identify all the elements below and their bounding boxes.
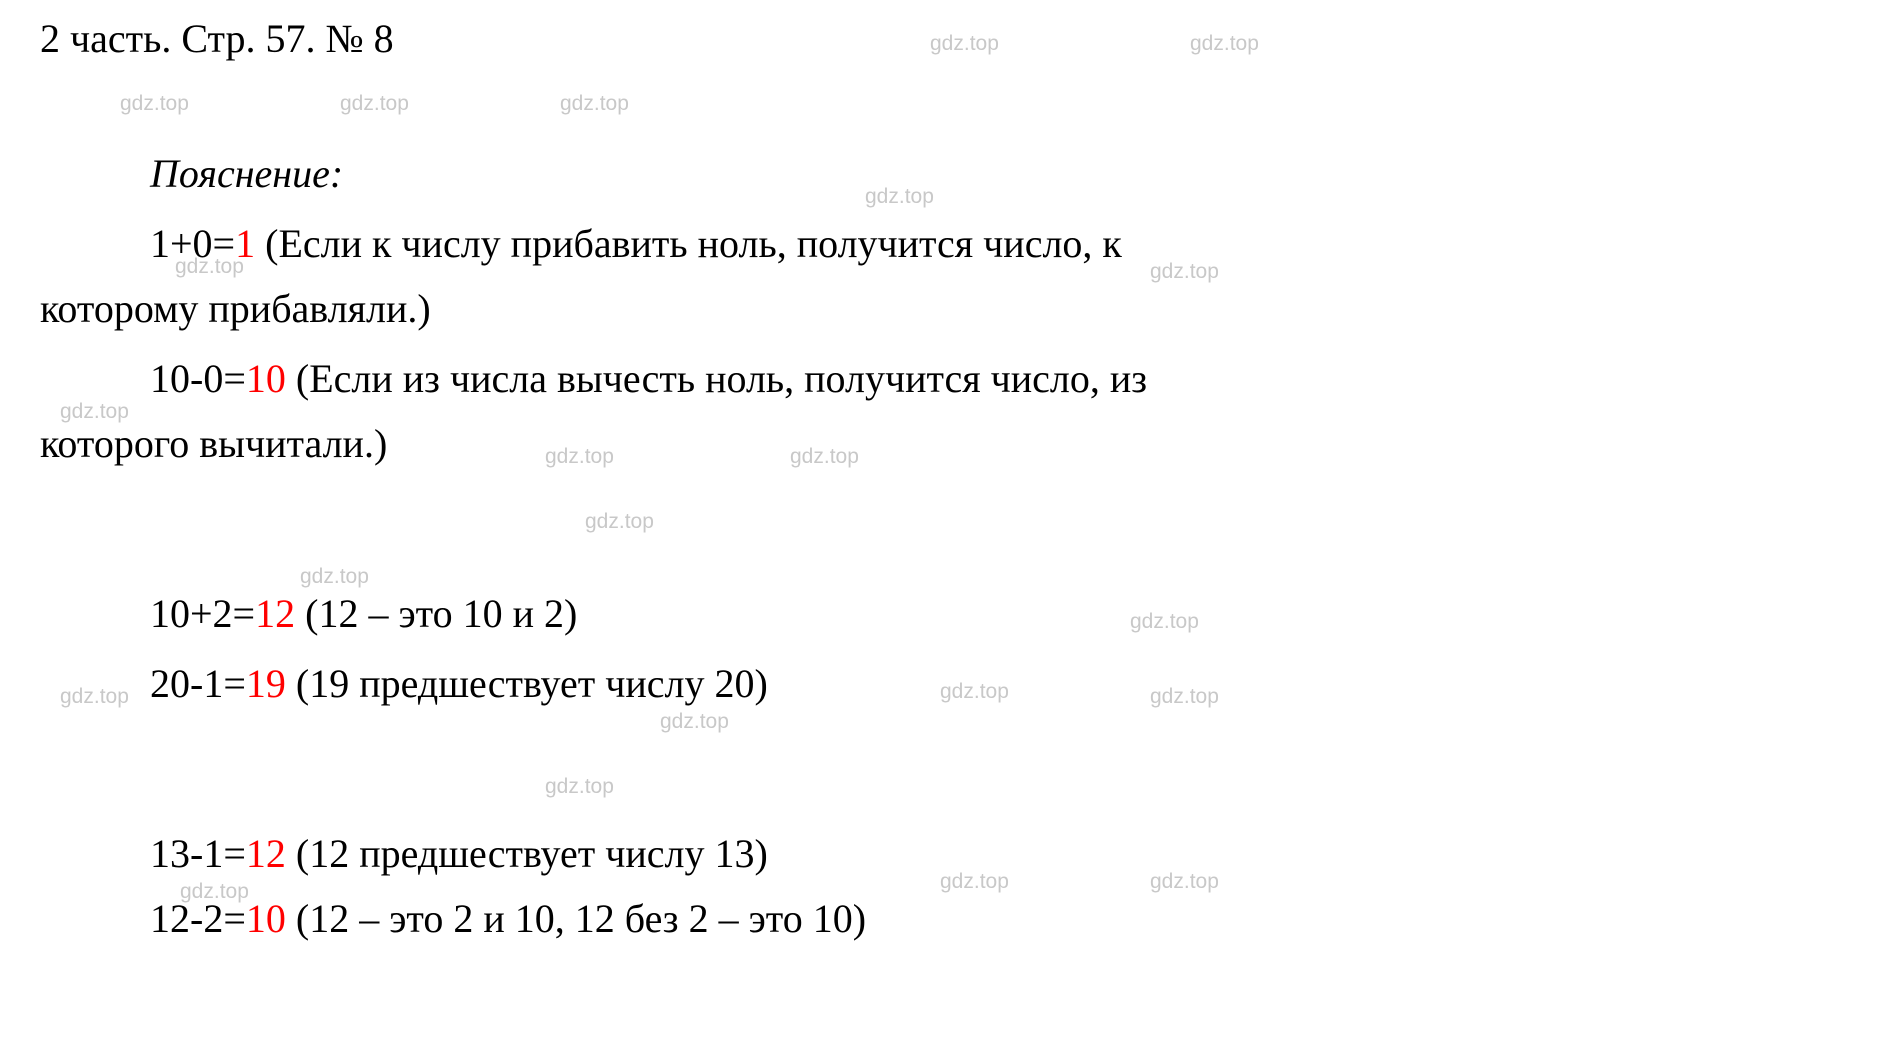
entry-3-answer: 19 — [246, 661, 286, 706]
entry-0-desc1: (Если к числу прибавить ноль, получится … — [255, 221, 1122, 266]
watermark: gdz.top — [1130, 610, 1199, 634]
entry-4-answer: 12 — [246, 831, 286, 876]
watermark: gdz.top — [545, 775, 614, 799]
entry-5-desc1: (12 – это 2 и 10, 12 без 2 – это 10) — [286, 896, 866, 941]
watermark: gdz.top — [940, 870, 1009, 894]
entry-2-prefix: 10+2= — [150, 591, 255, 636]
header-title: 2 часть. Стр. 57. № 8 — [40, 15, 394, 62]
entry-4-desc1: (12 предшествует числу 13) — [286, 831, 768, 876]
entry-0-answer: 1 — [235, 221, 255, 266]
entry-1-desc2: которого вычитали.) — [40, 420, 387, 467]
entry-0-prefix: 1+0= — [150, 221, 235, 266]
watermark: gdz.top — [300, 565, 369, 589]
entry-2-answer: 12 — [255, 591, 295, 636]
entry-5-answer: 10 — [246, 896, 286, 941]
entry-2-desc1: (12 – это 10 и 2) — [295, 591, 577, 636]
entry-3: 20-1=19 (19 предшествует числу 20) — [150, 660, 768, 707]
entry-0-desc2: которому прибавляли.) — [40, 285, 431, 332]
watermark: gdz.top — [60, 685, 129, 709]
watermark: gdz.top — [545, 445, 614, 469]
entry-1-desc1: (Если из числа вычесть ноль, получится ч… — [286, 356, 1147, 401]
watermark: gdz.top — [1150, 685, 1219, 709]
watermark: gdz.top — [1150, 870, 1219, 894]
watermark: gdz.top — [660, 710, 729, 734]
entry-4-prefix: 13-1= — [150, 831, 246, 876]
entry-5-prefix: 12-2= — [150, 896, 246, 941]
watermark: gdz.top — [790, 445, 859, 469]
watermark: gdz.top — [560, 92, 629, 116]
watermark: gdz.top — [1190, 32, 1259, 56]
page-root: 2 часть. Стр. 57. № 8 Пояснение: 1+0=1 (… — [0, 0, 1900, 1041]
entry-4: 13-1=12 (12 предшествует числу 13) — [150, 830, 768, 877]
entry-5: 12-2=10 (12 – это 2 и 10, 12 без 2 – это… — [150, 895, 866, 942]
entry-1-prefix: 10-0= — [150, 356, 246, 401]
explanation-label: Пояснение: — [150, 150, 343, 197]
watermark: gdz.top — [1150, 260, 1219, 284]
watermark: gdz.top — [585, 510, 654, 534]
entry-1: 10-0=10 (Если из числа вычесть ноль, пол… — [150, 355, 1147, 402]
entry-2: 10+2=12 (12 – это 10 и 2) — [150, 590, 577, 637]
entry-1-answer: 10 — [246, 356, 286, 401]
watermark: gdz.top — [120, 92, 189, 116]
entry-3-desc1: (19 предшествует числу 20) — [286, 661, 768, 706]
watermark: gdz.top — [930, 32, 999, 56]
watermark: gdz.top — [865, 185, 934, 209]
watermark: gdz.top — [940, 680, 1009, 704]
entry-3-prefix: 20-1= — [150, 661, 246, 706]
entry-0: 1+0=1 (Если к числу прибавить ноль, полу… — [150, 220, 1122, 267]
watermark: gdz.top — [340, 92, 409, 116]
